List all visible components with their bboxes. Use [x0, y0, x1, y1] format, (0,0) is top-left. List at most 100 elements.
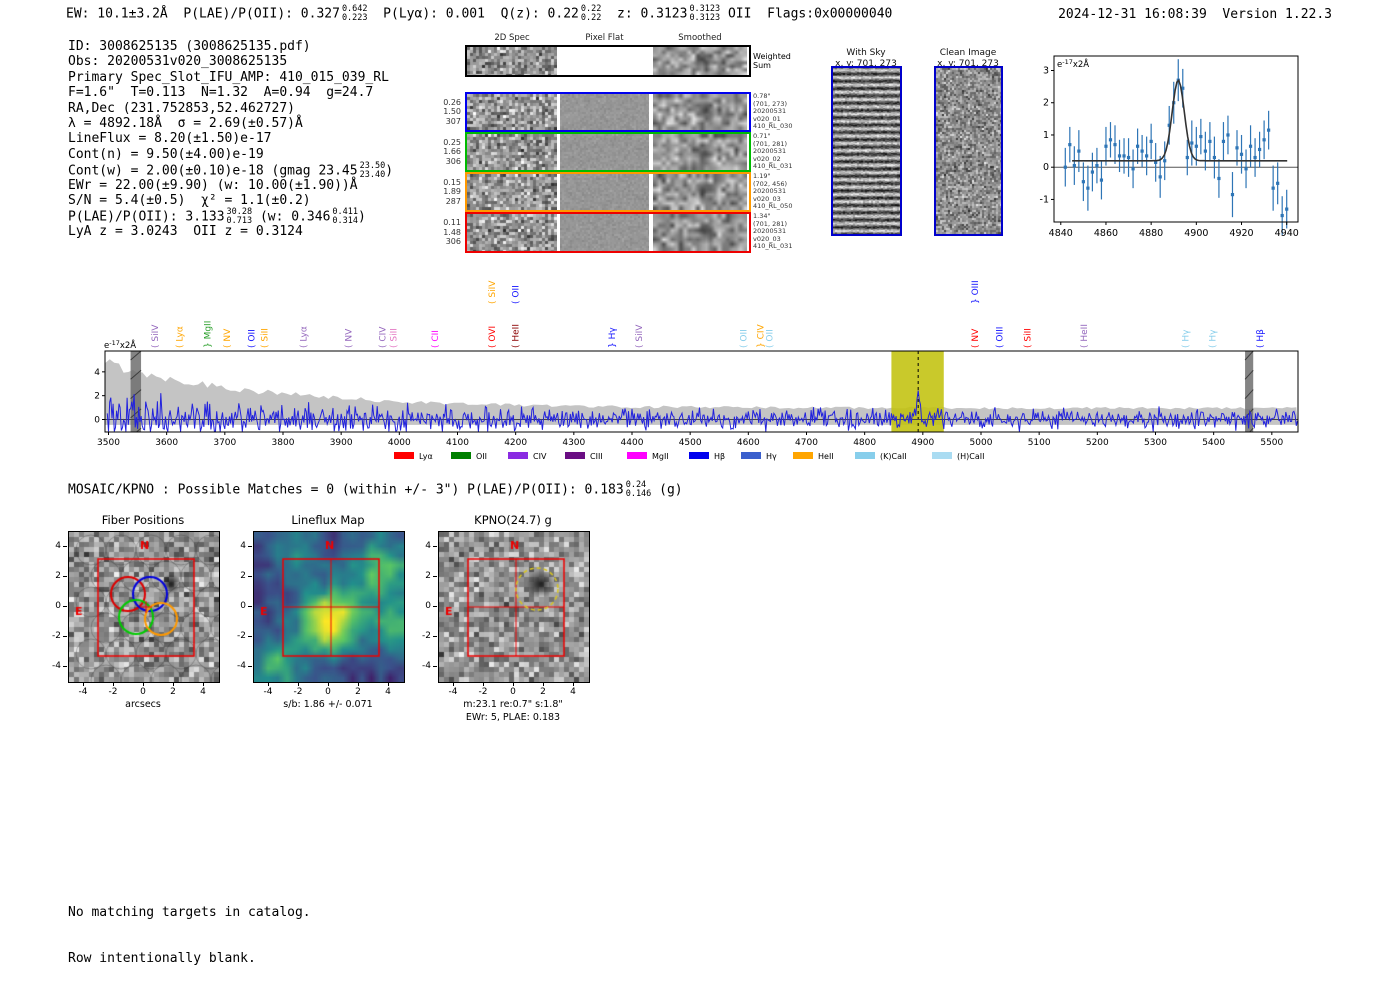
svg-text:( SiII: ( SiII [260, 328, 270, 348]
spec2d-row-right-labels: 1.19" (702, 456) 20200531 v020_03 410_RL_050 [753, 172, 793, 211]
info-line: Cont(n) = 9.50(±4.00)e-19 [68, 146, 264, 162]
svg-text:} CIV: } CIV [757, 323, 767, 348]
cutout-caption: EWr: 5, PLAE: 0.183 [465, 712, 561, 723]
spec2d-col-header-pixelflat: Pixel Flat [585, 33, 624, 43]
svg-text:5500: 5500 [1260, 438, 1283, 448]
svg-text:4860: 4860 [1094, 228, 1118, 239]
elixer-report-page: { "header": { "segments": [ {"t":"EW: 10… [52, 4, 1332, 967]
spec2d-row [465, 45, 751, 77]
svg-text:( Lyα: ( Lyα [299, 326, 309, 348]
svg-text:4800: 4800 [853, 438, 876, 448]
catalog-note-line1: No matching targets in catalog. [68, 904, 311, 920]
svg-text:3: 3 [1043, 66, 1049, 77]
spec2d-smoothed-strip [653, 134, 747, 170]
svg-text:2: 2 [94, 392, 100, 402]
info-line: λ = 4892.18Å σ = 2.69(±0.57)Å [68, 115, 303, 131]
svg-text:( OII: ( OII [765, 329, 775, 348]
cutout-xtick: 4 [200, 687, 206, 697]
svg-text:CIV: CIV [533, 452, 547, 461]
spec2d-pixelflat-strip [560, 174, 649, 210]
spec2d-smoothed-strip [653, 174, 747, 210]
cutout-xtick: -4 [263, 687, 273, 697]
clean-image-coords: x, y: 701, 273 [937, 59, 999, 69]
svg-text:HeII: HeII [818, 452, 834, 461]
line-fit-zoom-plot: 4840 4860 4880 4900 4920 4940 -1 0 1 2 3 e-17x2Å [1030, 48, 1305, 252]
svg-text:( SiII: ( SiII [1024, 328, 1034, 348]
cutout-ytick: 4 [425, 541, 431, 551]
cutout-xtick: 2 [355, 687, 361, 697]
svg-text:3800: 3800 [272, 438, 295, 448]
spec2d-row-right-labels: 0.71" (701, 281) 20200531 v020_02 410_RL_031 [753, 132, 793, 171]
cutout-xtick: 2 [170, 687, 176, 697]
spec2d-weighted-sum-label: Weighted Sum [753, 52, 791, 70]
svg-text:Hγ: Hγ [766, 452, 777, 461]
cutout-title: KPNO(24.7) g [474, 513, 552, 527]
svg-text:Hβ: Hβ [714, 452, 725, 461]
with-sky-image [831, 66, 902, 236]
stacked-uncertainty: 0.642 0.223 [341, 4, 368, 23]
cutout-title: Fiber Positions [101, 513, 185, 527]
cutout-xtick: -4 [78, 687, 88, 697]
spec2d-row [465, 212, 751, 253]
spec2d-pixelflat-strip [560, 214, 649, 251]
header-datetime-version: 2024-12-31 16:08:39 Version 1.22.3 [1058, 7, 1332, 22]
cutout-title: Lineflux Map [291, 513, 365, 527]
info-line: Obs: 20200531v020_3008625135 [68, 54, 288, 70]
svg-text:3900: 3900 [330, 438, 353, 448]
spec2d-col-header-smoothed: Smoothed [678, 33, 722, 43]
svg-text:5100: 5100 [1028, 438, 1051, 448]
svg-text:( SiIV: ( SiIV [488, 280, 498, 304]
cutout-ytick: 0 [55, 601, 61, 611]
mosaic-match-line: MOSAIC/KPNO : Possible Matches = 0 (with… [68, 480, 683, 499]
svg-text:4880: 4880 [1139, 228, 1163, 239]
cutout-xtick: 4 [570, 687, 576, 697]
cutout-xtick: -2 [478, 687, 488, 697]
svg-text:4200: 4200 [504, 438, 527, 448]
catalog-note-line2: Row intentionally blank. [68, 951, 256, 967]
info-line: LyA z = 3.0243 OII z = 0.3124 [68, 223, 303, 239]
detection-info-block: ID: 3008625135 (3008625135.pdf) Obs: 2020… [68, 39, 393, 239]
svg-text:MgII: MgII [652, 452, 669, 461]
info-line: RA,Dec (231.752853,52.462727) [68, 100, 295, 116]
svg-text:3600: 3600 [155, 438, 178, 448]
cutout-ytick: 2 [425, 571, 431, 581]
svg-text:(H)CaII: (H)CaII [957, 452, 984, 461]
info-line: Cont(w) = 2.00(±0.10)e-18 (gmag 23.45 23.… [68, 161, 394, 180]
spec2d-row-right-labels: 1.34" (701, 281) 20200531 v020_03 410_RL_031 [753, 212, 793, 251]
cutout-xtick: -4 [448, 687, 458, 697]
catalog-note: No matching targets in catalog. Row inte… [68, 874, 311, 982]
stacked-uncertainty: 23.50 23.40 [359, 161, 386, 180]
stacked-uncertainty: 0.24 0.146 [625, 480, 652, 499]
svg-text:4700: 4700 [795, 438, 818, 448]
svg-text:4920: 4920 [1229, 228, 1253, 239]
svg-text:} OIII: } OIII [971, 280, 981, 304]
with-sky-title-text: With Sky [846, 48, 886, 58]
svg-text:( OII: ( OII [248, 329, 258, 348]
spec2d-row [465, 172, 751, 212]
spec2d-row-left-labels: 0.11 1.48 306 [443, 218, 461, 246]
svg-text:5200: 5200 [1086, 438, 1109, 448]
cutout-ytick: 0 [425, 601, 431, 611]
svg-text:0: 0 [94, 415, 100, 425]
spec2d-pixelflat-strip [560, 134, 649, 170]
cutout-ytick: 2 [240, 571, 246, 581]
cutout-ytick: 4 [55, 541, 61, 551]
svg-text:4300: 4300 [562, 438, 585, 448]
spec2d-row [465, 132, 751, 172]
stacked-uncertainty: 30.28 0.713 [226, 207, 253, 226]
svg-text:( Hγ: ( Hγ [1182, 329, 1192, 348]
spec2d-col-header-2dspec: 2D Spec [494, 33, 530, 43]
spec2d-smoothed-strip [653, 94, 747, 130]
svg-text:} Hγ: } Hγ [608, 327, 618, 348]
cutout-ytick: -4 [52, 661, 61, 671]
svg-text:( Lyα: ( Lyα [175, 326, 185, 348]
cutout-ytick: 4 [240, 541, 246, 551]
spec2d-pixelflat-strip [560, 47, 649, 75]
svg-text:( HeII: ( HeII [512, 324, 522, 348]
svg-text:OII: OII [476, 452, 487, 461]
cutout-xtick: -2 [108, 687, 118, 697]
clean-image-title: Clean Image x, y: 701, 273 [908, 48, 1028, 70]
svg-text:3700: 3700 [213, 438, 236, 448]
info-line: Primary Spec_Slot_IFU_AMP: 410_015_039_R… [68, 69, 389, 85]
cutout-caption: s/b: 1.86 +/- 0.071 [283, 699, 373, 710]
